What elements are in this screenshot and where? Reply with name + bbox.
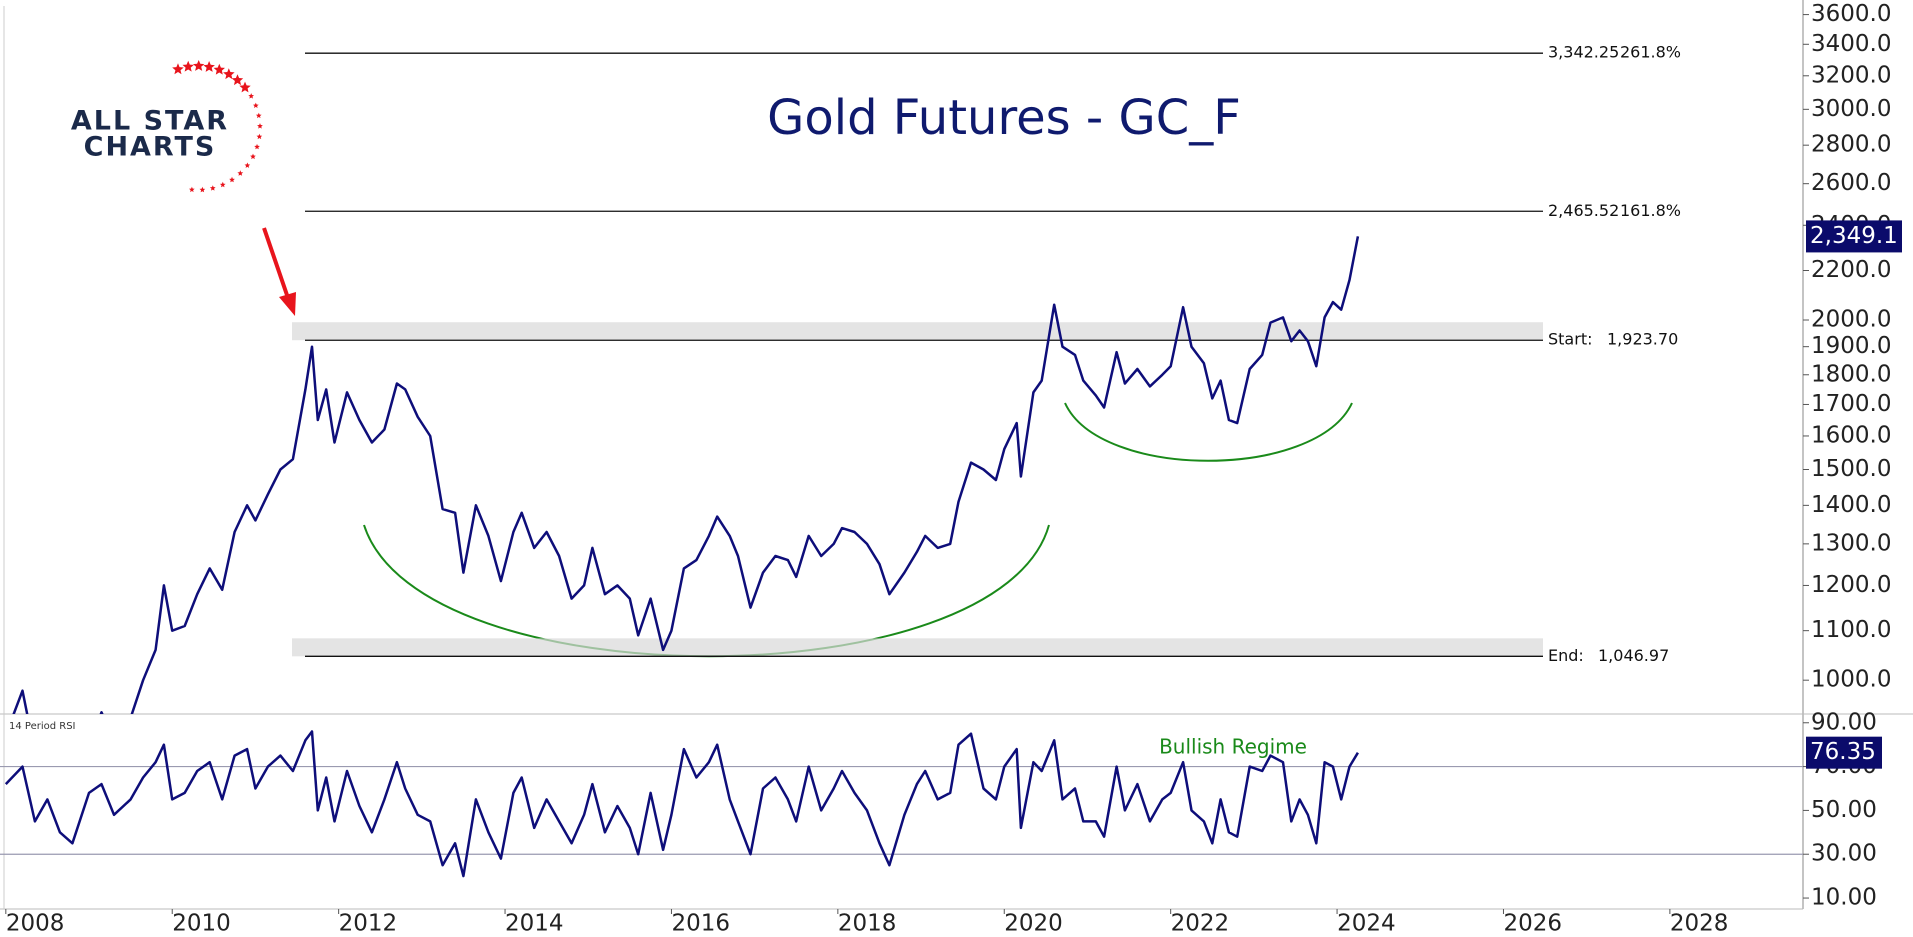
logo-star bbox=[256, 133, 263, 140]
y-tick-label: 50.00 bbox=[1811, 797, 1877, 823]
y-tick-label: 10.00 bbox=[1811, 885, 1877, 911]
logo-star bbox=[254, 143, 260, 150]
handle-arc bbox=[1064, 402, 1353, 462]
last-value-label: 76.35 bbox=[1810, 739, 1876, 765]
level-name: Start: bbox=[1548, 330, 1592, 349]
price-line bbox=[4, 730, 1359, 878]
annotation: Bullish Regime bbox=[1159, 735, 1307, 759]
logo-star bbox=[182, 60, 194, 72]
zone-band bbox=[292, 322, 1543, 341]
y-tick-label: 1600.0 bbox=[1811, 422, 1891, 448]
logo-star bbox=[213, 63, 225, 75]
logo-star bbox=[239, 81, 251, 93]
y-tick-label: 2000.0 bbox=[1811, 307, 1891, 333]
x-tick-label: 2024 bbox=[1337, 911, 1396, 937]
logo-star bbox=[237, 170, 244, 176]
logo-star bbox=[257, 123, 263, 129]
level-name: End: bbox=[1548, 646, 1584, 665]
logo-star bbox=[209, 185, 216, 191]
level-label: 1,923.70 bbox=[1607, 330, 1678, 349]
y-tick-label: 90.00 bbox=[1811, 709, 1877, 735]
logo-star bbox=[193, 60, 205, 71]
y-tick-label: 1300.0 bbox=[1811, 530, 1891, 556]
y-tick-label: 1400.0 bbox=[1811, 492, 1891, 518]
level-label: 2,465.52 bbox=[1548, 201, 1619, 220]
last-value-box bbox=[1806, 736, 1882, 769]
y-tick-label: 3600.0 bbox=[1811, 1, 1891, 27]
level-label: 3,342.25 bbox=[1548, 43, 1619, 62]
y-tick-label: 1800.0 bbox=[1811, 361, 1891, 387]
logo-text: CHARTS bbox=[84, 132, 217, 163]
logo-stars bbox=[172, 60, 263, 193]
logo-star bbox=[189, 186, 195, 193]
arrow bbox=[262, 227, 290, 299]
logo-star bbox=[203, 61, 215, 72]
y-tick-label: 1000.0 bbox=[1811, 667, 1891, 693]
chart-title: Gold Futures - GC_F bbox=[767, 90, 1241, 146]
logo-star bbox=[248, 93, 254, 99]
logo-star bbox=[172, 63, 184, 75]
y-tick-label: 3000.0 bbox=[1811, 96, 1891, 122]
price-line bbox=[12, 236, 1360, 714]
level-label: 1,046.97 bbox=[1598, 646, 1669, 665]
arrow-head bbox=[279, 292, 296, 316]
y-tick-label: 3200.0 bbox=[1811, 62, 1891, 88]
logo-star bbox=[223, 68, 235, 80]
x-tick-label: 2014 bbox=[505, 911, 564, 937]
x-tick-label: 2010 bbox=[172, 911, 231, 937]
zone-band bbox=[292, 638, 1543, 657]
logo-star bbox=[229, 176, 235, 183]
y-tick-label: 2800.0 bbox=[1811, 132, 1891, 158]
last-value-label: 2,349.1 bbox=[1810, 223, 1898, 249]
x-tick-label: 2026 bbox=[1503, 911, 1562, 937]
logo-star bbox=[244, 162, 251, 168]
y-tick-label: 2200.0 bbox=[1811, 257, 1891, 283]
x-tick-label: 2018 bbox=[838, 911, 897, 937]
x-tick-label: 2022 bbox=[1171, 911, 1230, 937]
x-tick-label: 2012 bbox=[339, 911, 398, 937]
y-tick-label: 1900.0 bbox=[1811, 333, 1891, 359]
y-tick-label: 1100.0 bbox=[1811, 617, 1891, 643]
level-name: 261.8% bbox=[1620, 43, 1681, 62]
y-tick-label: 3400.0 bbox=[1811, 31, 1891, 57]
logo-star bbox=[231, 74, 244, 86]
pane-title: 14 Period RSI bbox=[9, 721, 76, 732]
logo-star bbox=[253, 102, 259, 108]
logo-star bbox=[255, 112, 262, 119]
x-tick-label: 2008 bbox=[6, 911, 65, 937]
y-tick-label: 1200.0 bbox=[1811, 572, 1891, 598]
y-tick-label: 1700.0 bbox=[1811, 391, 1891, 417]
level-name: 161.8% bbox=[1620, 201, 1681, 220]
logo-star bbox=[219, 181, 226, 188]
y-tick-label: 1500.0 bbox=[1811, 456, 1891, 482]
logo-star bbox=[250, 153, 256, 160]
x-tick-label: 2016 bbox=[671, 911, 730, 937]
x-tick-label: 2028 bbox=[1670, 911, 1729, 937]
x-tick-label: 2020 bbox=[1004, 911, 1063, 937]
logo-text: ALL STAR bbox=[71, 106, 229, 137]
logo-star bbox=[199, 186, 206, 193]
y-tick-label: 30.00 bbox=[1811, 841, 1877, 867]
y-tick-label: 2600.0 bbox=[1811, 170, 1891, 196]
last-value-box bbox=[1806, 220, 1902, 253]
